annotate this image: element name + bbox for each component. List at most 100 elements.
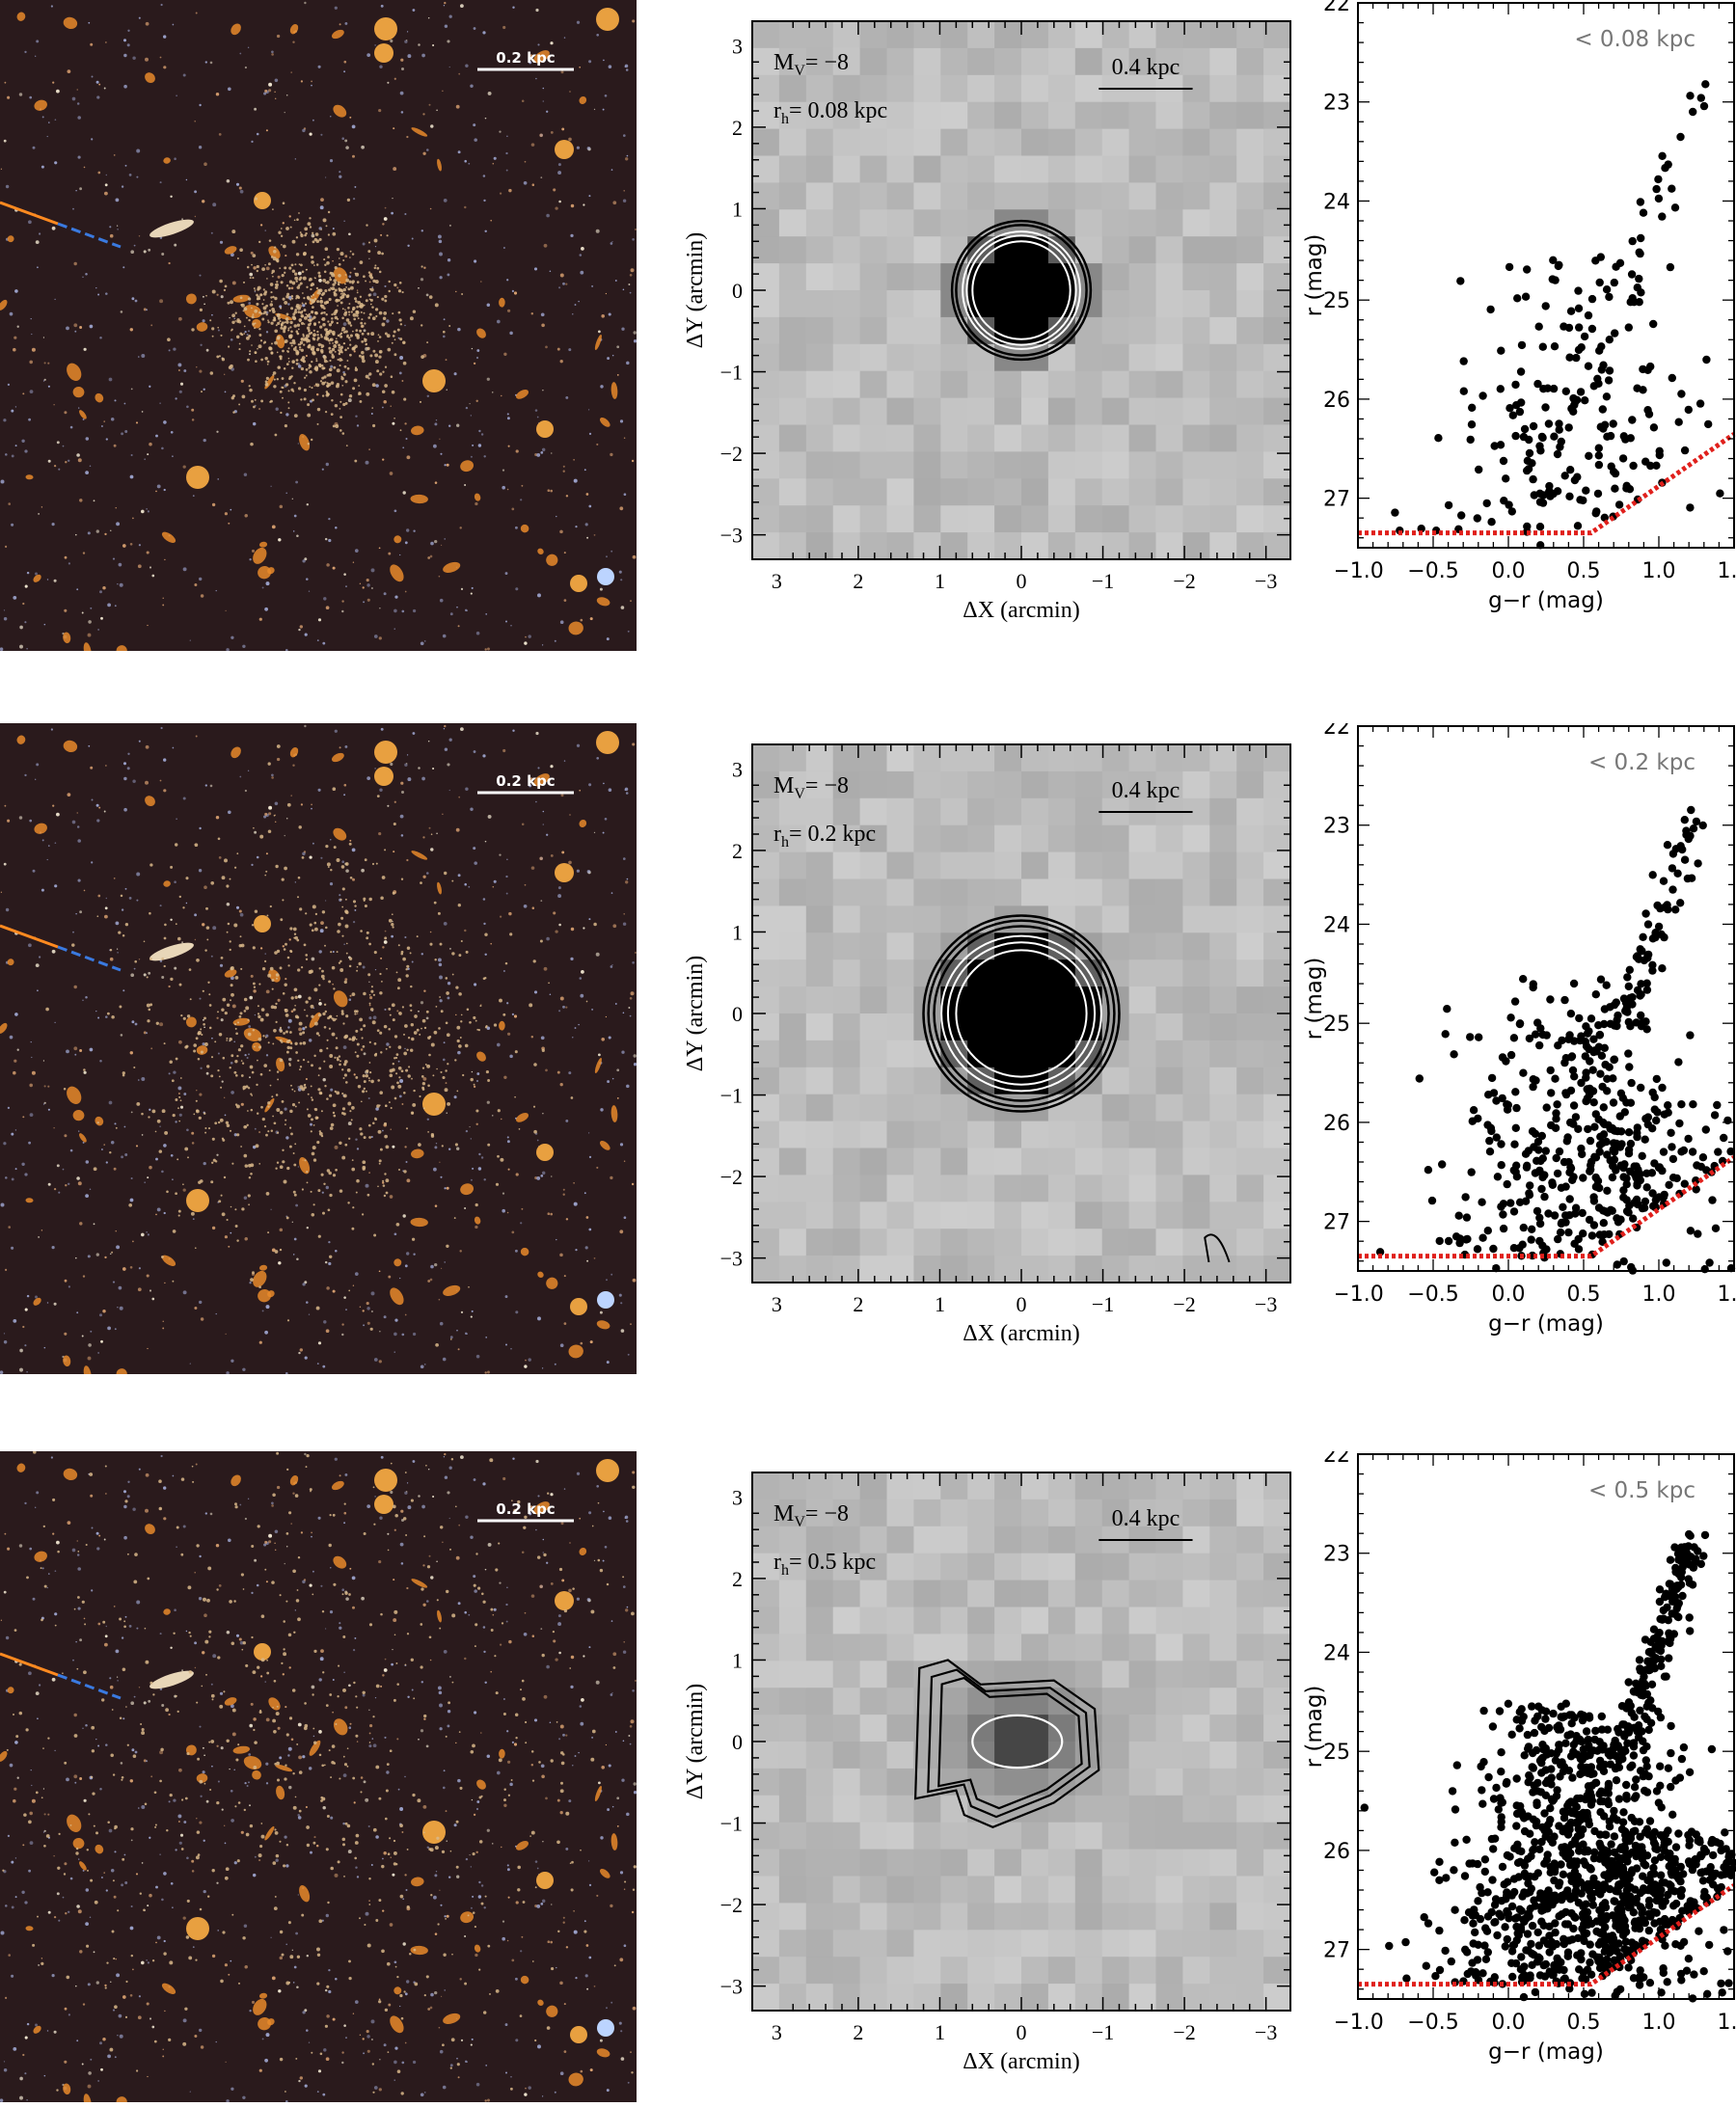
- cmd-y-tick-label: 27: [1323, 1211, 1350, 1235]
- cmd-point: [1605, 1780, 1613, 1788]
- cmd-point: [1625, 1202, 1633, 1209]
- cmd-point: [1599, 362, 1607, 369]
- cmd-point: [1660, 1148, 1668, 1155]
- cmd-point: [1546, 995, 1554, 1003]
- map-x-tick-label: 0: [1017, 569, 1027, 593]
- cmd-points: [1361, 1530, 1736, 2003]
- cmd-point: [1637, 945, 1644, 953]
- cmd-point: [1612, 1916, 1619, 1924]
- cmd-point: [1618, 1720, 1626, 1728]
- cmd-point: [1596, 1745, 1604, 1753]
- cmd-point: [1556, 443, 1563, 450]
- cmd-point: [1498, 1813, 1505, 1821]
- cmd-point: [1687, 806, 1695, 814]
- cmd-point: [1673, 870, 1681, 878]
- cmd-point: [1705, 1258, 1713, 1266]
- cmd-point: [1601, 1044, 1609, 1052]
- cmd-point: [1517, 367, 1525, 375]
- cmd-point: [1625, 983, 1633, 990]
- cmd-point: [1597, 1937, 1605, 1945]
- cmd-point: [1695, 1838, 1703, 1846]
- cmd-point: [1676, 899, 1684, 906]
- cmd-point: [1601, 514, 1609, 522]
- cmd-point: [1478, 1199, 1485, 1206]
- cmd-point: [1507, 1051, 1515, 1059]
- cmd-point: [1667, 263, 1674, 271]
- map-x-tick-label: 1: [935, 569, 945, 593]
- cmd-point: [1570, 1101, 1578, 1109]
- cmd-point: [1584, 1125, 1591, 1133]
- cmd-point: [1612, 1166, 1619, 1174]
- cmd-point: [1599, 405, 1607, 413]
- cmd-point: [1565, 324, 1573, 332]
- cmd-point: [1517, 398, 1525, 406]
- map-y-tick-label: 1: [732, 920, 743, 944]
- cmd-point: [1613, 1214, 1620, 1222]
- cmd-point: [1524, 1744, 1532, 1752]
- cmd-point: [1455, 1212, 1463, 1220]
- cmd-point: [1605, 1747, 1613, 1755]
- map-y-tick-label: 2: [732, 116, 743, 140]
- cmd-point: [1637, 1903, 1644, 1910]
- cmd-point: [1643, 1690, 1651, 1698]
- cmd-point: [1637, 1966, 1644, 1974]
- cmd-point: [1713, 1101, 1721, 1109]
- cmd-y-tick-label: 26: [1323, 1840, 1350, 1864]
- cmd-point: [1711, 1111, 1719, 1119]
- cmd-point: [1655, 195, 1663, 203]
- cmd-point: [1554, 1170, 1561, 1177]
- cmd-point: [1710, 1837, 1718, 1845]
- sky-image: 0.2 kpc: [0, 723, 637, 1374]
- cmd-point: [1665, 1838, 1672, 1846]
- cmd-point: [1577, 1956, 1585, 1963]
- cmd-point: [1640, 1973, 1647, 1981]
- cmd-point: [1544, 385, 1552, 392]
- cmd-point: [1604, 1726, 1612, 1734]
- cmd-point: [1632, 1792, 1640, 1799]
- cmd-point: [1656, 905, 1664, 912]
- cmd-point: [1526, 1035, 1533, 1042]
- cmd-point: [1575, 305, 1583, 312]
- cmd-point: [1700, 1888, 1708, 1896]
- cmd-point: [1668, 1871, 1675, 1878]
- cmd-point: [1576, 1770, 1584, 1778]
- cmd-point: [1526, 1873, 1533, 1880]
- cmd-point: [1502, 1942, 1509, 1950]
- cmd-point: [1652, 1117, 1660, 1124]
- cmd-point: [1655, 1645, 1663, 1653]
- cmd-point: [1578, 1975, 1586, 1983]
- cmd-point: [1667, 1556, 1674, 1564]
- cmd-point: [1516, 1199, 1524, 1206]
- cmd-point: [1556, 1772, 1563, 1780]
- map-y-tick-label: −1: [720, 1084, 743, 1108]
- cmd-point: [1690, 1970, 1697, 1978]
- cmd-point: [1588, 1231, 1596, 1239]
- cmd-point: [1658, 1167, 1666, 1175]
- cmd-point: [1560, 1843, 1568, 1850]
- cmd-point: [1546, 1816, 1554, 1823]
- cmd-point: [1472, 1911, 1479, 1919]
- cmd-point: [1639, 933, 1646, 941]
- cmd-point: [1586, 1821, 1593, 1828]
- cmd-point: [1681, 816, 1689, 824]
- cmd-y-tick-label: 27: [1323, 1939, 1350, 1963]
- cmd-point: [1696, 1850, 1704, 1858]
- cmd-point: [1592, 990, 1600, 998]
- cmd-point: [1488, 1908, 1496, 1916]
- cmd-point: [1528, 1961, 1535, 1969]
- cmd-point: [1668, 885, 1676, 893]
- cmd-point: [1650, 423, 1658, 431]
- cmd-point: [1721, 1828, 1728, 1836]
- cmd-point: [1568, 1841, 1576, 1849]
- cmd-point: [1601, 1881, 1609, 1889]
- cmd-point: [1580, 1745, 1587, 1753]
- cmd-point: [1686, 92, 1694, 99]
- cmd-point: [1614, 1728, 1622, 1736]
- cmd-point: [1671, 203, 1679, 211]
- cmd-point: [1567, 1797, 1575, 1805]
- cmd-point: [1586, 1216, 1593, 1224]
- cmd-point: [1637, 1012, 1644, 1019]
- cmd-point: [1633, 1196, 1641, 1203]
- cmd-point: [1677, 1557, 1685, 1565]
- cmd-point: [1610, 1807, 1617, 1815]
